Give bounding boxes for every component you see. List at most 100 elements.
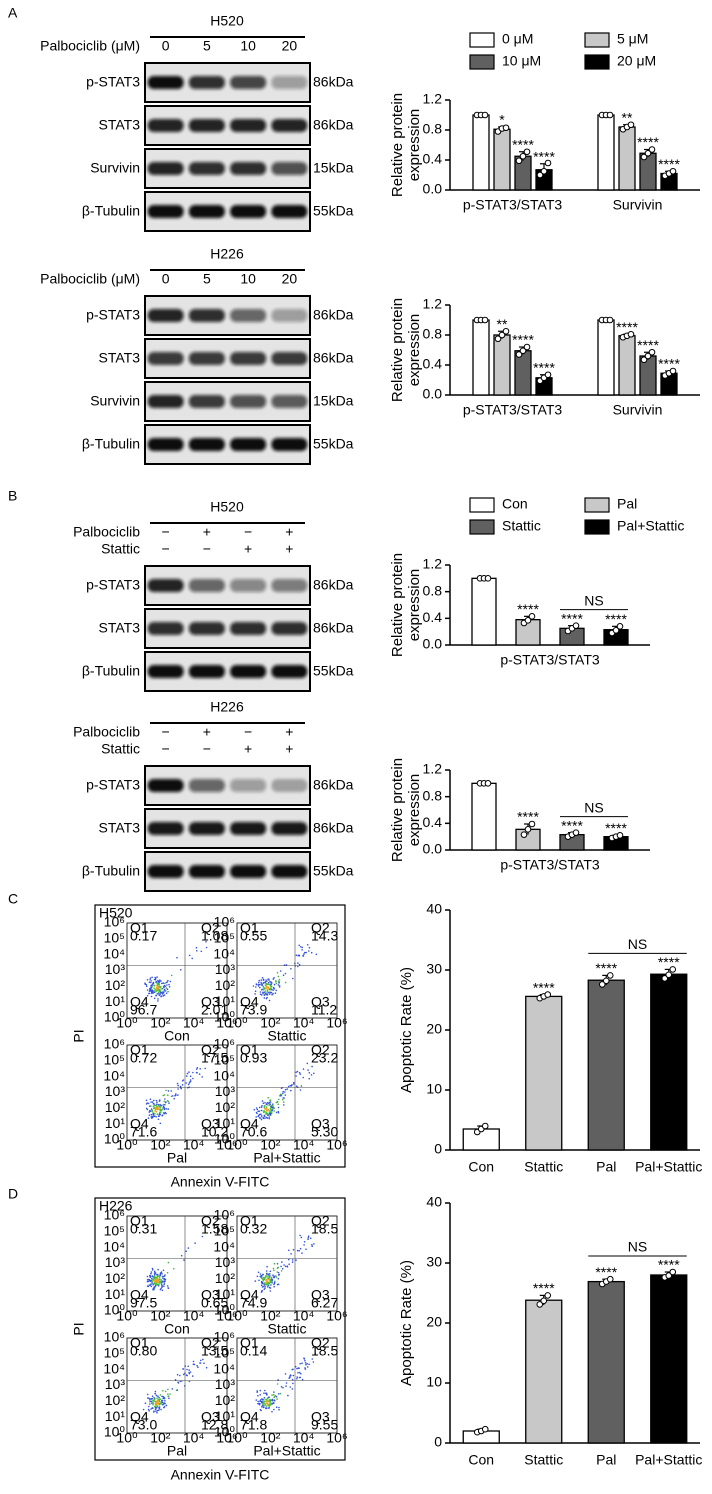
event-dot	[198, 1073, 201, 1075]
event-dot	[261, 1290, 263, 1292]
event-dot	[170, 1090, 172, 1092]
event-dot	[268, 987, 270, 989]
event-dot	[173, 1268, 175, 1270]
flow-y-tick: 10²	[215, 1270, 236, 1286]
replicate-point	[544, 1292, 552, 1299]
blot-band	[147, 579, 184, 592]
event-dot	[259, 993, 262, 996]
event-dot	[274, 992, 277, 994]
event-dot	[162, 1403, 164, 1406]
blot-band	[188, 438, 225, 451]
event-dot	[273, 1107, 276, 1109]
bar	[493, 334, 511, 396]
event-dot	[304, 1367, 306, 1369]
x-tick-label: p-STAT3/STAT3	[500, 652, 600, 668]
flow-y-tick: 10³	[105, 1376, 126, 1392]
event-dot	[144, 982, 146, 984]
event-dot	[163, 1094, 166, 1096]
event-dot	[262, 1117, 265, 1120]
event-dot	[257, 985, 260, 987]
lane-label: +	[244, 741, 252, 757]
event-dot	[267, 1278, 270, 1280]
event-dot	[151, 1398, 153, 1400]
event-dot	[271, 1394, 273, 1396]
event-dot	[285, 1385, 287, 1387]
lane-label: 5	[203, 38, 211, 54]
event-dot	[268, 1407, 270, 1409]
event-dot	[169, 980, 172, 983]
event-dot	[153, 1270, 156, 1273]
event-dot	[181, 1084, 184, 1086]
event-dot	[305, 951, 307, 954]
event-dot	[307, 1069, 309, 1071]
quadrant-label: Q1	[240, 1213, 259, 1229]
replicate-point	[606, 316, 614, 324]
event-dot	[284, 1091, 286, 1093]
event-dot	[165, 1101, 167, 1103]
y-tick-label: 30	[426, 961, 442, 977]
event-dot	[268, 1276, 271, 1278]
event-dot	[158, 1281, 160, 1283]
event-dot	[153, 989, 156, 991]
replicate-point	[528, 820, 536, 828]
event-dot	[150, 1272, 152, 1275]
event-dot	[165, 992, 168, 994]
event-dot	[158, 1105, 161, 1108]
blot-band	[271, 665, 308, 678]
event-dot	[300, 946, 302, 948]
event-dot	[159, 1394, 162, 1396]
blot-band	[230, 162, 267, 175]
replicate-point	[627, 330, 635, 338]
event-dot	[270, 1402, 272, 1404]
event-dot	[269, 1270, 272, 1273]
event-dot	[164, 1280, 166, 1282]
replicate-point	[484, 780, 492, 787]
event-dot	[310, 951, 313, 954]
bar	[472, 114, 490, 191]
event-dot	[289, 1376, 291, 1379]
lane-label: 5	[203, 271, 211, 287]
quadrant-value: 0.55	[240, 928, 267, 944]
lane-label: 0	[162, 38, 170, 54]
y-axis-label-box: Apoptotic Rate (%)	[398, 967, 415, 1093]
y-tick-label: 0.8	[423, 326, 443, 342]
y-tick-label: 1.2	[423, 761, 443, 777]
event-dot	[163, 1108, 166, 1110]
blot-band	[147, 309, 184, 322]
event-dot	[255, 986, 257, 988]
event-dot	[260, 979, 263, 981]
event-dot	[284, 972, 287, 975]
flow-y-tick: 10²	[105, 1099, 126, 1115]
event-dot	[149, 977, 152, 979]
flow-plot-frame	[126, 1044, 228, 1141]
event-dot	[301, 1378, 304, 1381]
comparison-label: NS	[628, 936, 647, 952]
event-dot	[267, 1096, 270, 1099]
event-dot	[152, 1403, 154, 1406]
lane-label: −	[203, 541, 211, 557]
quadrant-label: Q3	[311, 1287, 330, 1303]
significance-label: ****	[533, 359, 555, 375]
replicate-point	[523, 343, 531, 351]
condition-label: Stattic	[101, 541, 140, 557]
event-dot	[273, 1269, 275, 1272]
quadrant-label: Q1	[240, 1335, 259, 1351]
event-dot	[260, 1106, 263, 1108]
event-dot	[156, 1405, 158, 1408]
event-dot	[157, 1115, 160, 1117]
blot-band	[188, 395, 225, 408]
flow-x-tick: 10²	[260, 1308, 281, 1324]
event-dot	[155, 1403, 157, 1406]
event-dot	[151, 1280, 154, 1283]
lane-label: −	[162, 741, 170, 757]
quadrant-label: Q1	[130, 1213, 149, 1229]
event-dot	[167, 1393, 169, 1395]
x-tick-label: p-STAT3/STAT3	[463, 402, 563, 418]
bar	[587, 979, 625, 1151]
significance-label: ****	[533, 979, 555, 995]
event-dot	[152, 1105, 155, 1108]
flow-y-tick: 10¹	[105, 993, 126, 1009]
event-dot	[269, 1279, 271, 1281]
event-dot	[301, 1362, 303, 1364]
event-dot	[270, 1284, 272, 1286]
